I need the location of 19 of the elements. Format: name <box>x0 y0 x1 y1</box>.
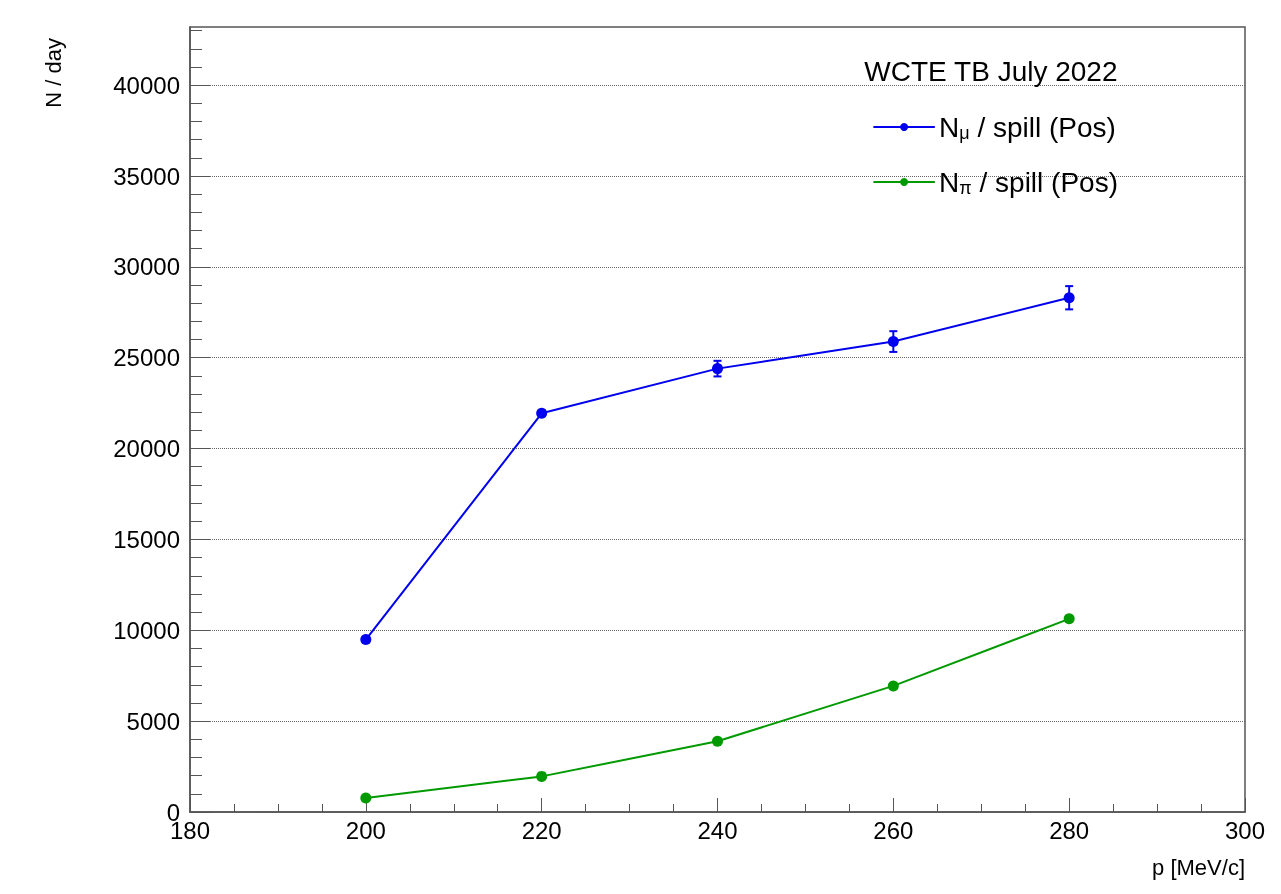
y-tick-label: 40000 <box>113 71 180 99</box>
x-tick-label: 280 <box>1049 816 1090 844</box>
x-tick-label: 260 <box>873 816 914 844</box>
y-tick-label: 20000 <box>113 435 180 463</box>
x-tick-label: 200 <box>345 816 386 844</box>
y-axis-title: N / day <box>40 37 66 108</box>
legend-label: Nπ / spill (Pos) <box>939 166 1118 198</box>
legend-title: WCTE TB July 2022 <box>864 55 1118 87</box>
y-tick-label: 35000 <box>113 162 180 190</box>
x-tick-label: 240 <box>697 816 738 844</box>
legend-label: Nμ / spill (Pos) <box>939 111 1116 143</box>
y-tick-label: 25000 <box>113 344 180 372</box>
y-tick-label: 30000 <box>113 253 180 281</box>
y-tick-label: 10000 <box>113 616 180 644</box>
x-tick-label: 300 <box>1224 816 1266 844</box>
x-axis-title: p [MeV/c] <box>1152 854 1245 880</box>
x-tick-label: 220 <box>521 816 562 844</box>
y-tick-label: 15000 <box>113 525 180 553</box>
y-tick-label: 5000 <box>126 707 180 735</box>
